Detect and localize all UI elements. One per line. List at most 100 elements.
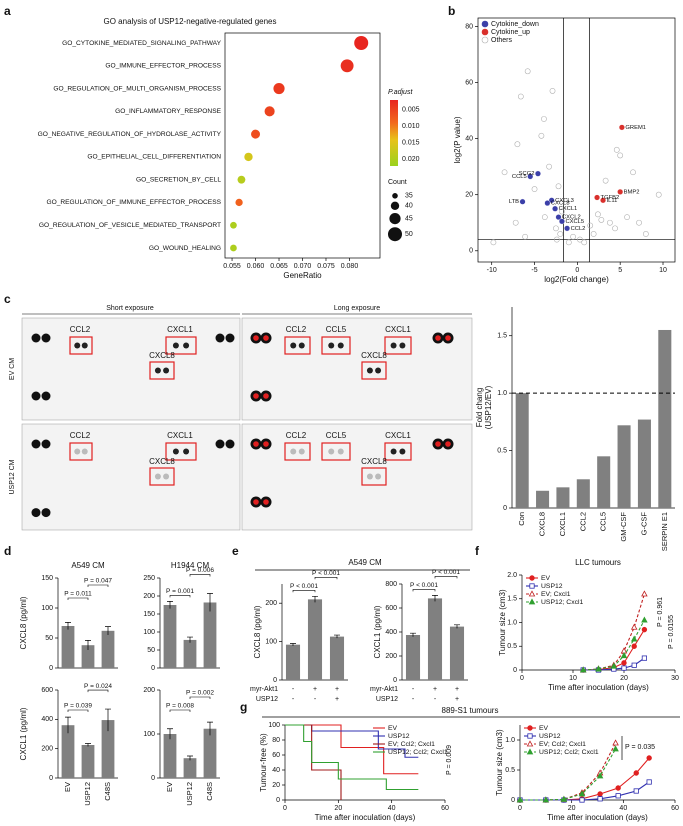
point-label: CCL5 <box>512 174 527 180</box>
y-tick-label: 800 <box>385 581 397 588</box>
marker <box>527 733 533 739</box>
legend-key <box>481 28 489 36</box>
panel-label: g <box>240 700 247 714</box>
spot <box>81 448 88 455</box>
spot-box <box>384 336 412 355</box>
point <box>557 231 564 237</box>
category-label: GO_EPITHELIAL_CELL_DIFFERENTIATION <box>87 154 221 161</box>
spot <box>298 448 305 455</box>
point <box>642 231 649 237</box>
point <box>522 233 529 240</box>
spot-label: CXCL8 <box>361 351 387 360</box>
legend-label: EV; Ccl2; Cxcl1 <box>388 741 435 748</box>
marker <box>528 590 536 597</box>
p-value: P = 0.002 <box>186 690 214 697</box>
x-axis-label: log2(Fold change) <box>544 275 609 284</box>
blot-dot <box>41 391 51 401</box>
blot-dot-core <box>263 335 269 341</box>
series-line <box>520 748 617 801</box>
spot <box>172 342 179 349</box>
x-tick-label: CXCL1 <box>558 512 567 536</box>
bar <box>329 636 345 680</box>
row-sign: + <box>313 686 317 693</box>
blot-dot <box>41 439 51 449</box>
x-tick-label: 20 <box>568 805 576 812</box>
x-tick-label: USP12 <box>83 782 92 806</box>
marker <box>641 590 648 597</box>
spot-label: CCL2 <box>286 325 307 334</box>
category-label: GO_NEGATIVE_REGULATION_OF_HYDROLASE_ACTI… <box>38 131 222 138</box>
y-tick-label: 0 <box>511 797 515 804</box>
bracket <box>412 589 436 592</box>
blot-dot <box>31 333 41 343</box>
point <box>587 222 594 229</box>
point <box>490 239 497 246</box>
marker <box>529 583 535 589</box>
row-sign: + <box>433 686 437 693</box>
spot <box>74 342 81 349</box>
bar <box>536 490 550 508</box>
error-bar <box>65 622 71 630</box>
spot-box <box>149 467 175 486</box>
point <box>519 198 526 205</box>
bar <box>81 645 95 668</box>
marker <box>560 795 568 802</box>
y-tick-label: 1.5 <box>507 596 517 603</box>
blot-dot-core <box>253 393 259 399</box>
dot <box>235 198 243 207</box>
x-tick-label: 0 <box>520 675 524 682</box>
error-bar <box>105 708 111 732</box>
p-value: P = 0.001 <box>166 588 194 595</box>
marker <box>579 666 587 673</box>
bar <box>658 329 672 508</box>
marker <box>641 616 648 623</box>
row-sign: + <box>335 686 339 693</box>
spot-label: CCL5 <box>326 325 347 334</box>
plot-frame <box>224 32 381 259</box>
bracket <box>169 709 191 712</box>
bar <box>576 479 590 508</box>
spot <box>163 473 170 480</box>
size-label: 50 <box>405 231 413 238</box>
y-tick-label: 150 <box>41 575 53 582</box>
x-tick-label: 0.060 <box>247 263 265 270</box>
y-tick-label: 150 <box>143 611 155 618</box>
spot <box>366 473 373 480</box>
spot-box <box>361 361 387 380</box>
spot-box <box>165 442 197 461</box>
y-tick-label: 0 <box>151 665 155 672</box>
bar <box>203 602 217 668</box>
bar <box>203 728 217 778</box>
spot-box <box>149 361 175 380</box>
point <box>565 239 572 246</box>
marker <box>597 796 603 802</box>
spot-box <box>284 442 311 461</box>
x-tick-label: 60 <box>671 805 679 812</box>
y-tick-label: 0 <box>503 505 507 512</box>
y-tick-label: 0 <box>393 677 397 684</box>
panel-label: a <box>4 4 11 18</box>
row-sign: - <box>412 686 415 693</box>
point <box>581 239 588 246</box>
point-label: CXCL1 <box>559 206 578 212</box>
point-label: CXCL3 <box>555 198 574 204</box>
bracket <box>189 696 211 699</box>
spot-label: CXCL8 <box>149 457 175 466</box>
point <box>618 124 625 131</box>
p-value: P = 0.047 <box>84 578 112 585</box>
point <box>607 219 613 226</box>
y-tick-label: 1.0 <box>497 390 507 397</box>
point-label: CXCL5 <box>565 219 584 225</box>
blot-dot <box>41 508 51 518</box>
x-axis-label: Time after inoculation (days) <box>548 683 649 692</box>
size-key <box>389 213 401 225</box>
marker <box>529 575 535 581</box>
marker <box>595 665 602 672</box>
size-label: 35 <box>405 193 413 200</box>
series-line <box>520 757 650 801</box>
panel-label: f <box>475 544 480 558</box>
x-tick-label: GM-CSF <box>619 512 628 542</box>
legend-label: USP12 <box>539 733 561 740</box>
legend-label: EV; Ccl2; Cxcl1 <box>539 741 586 748</box>
point <box>553 236 560 243</box>
